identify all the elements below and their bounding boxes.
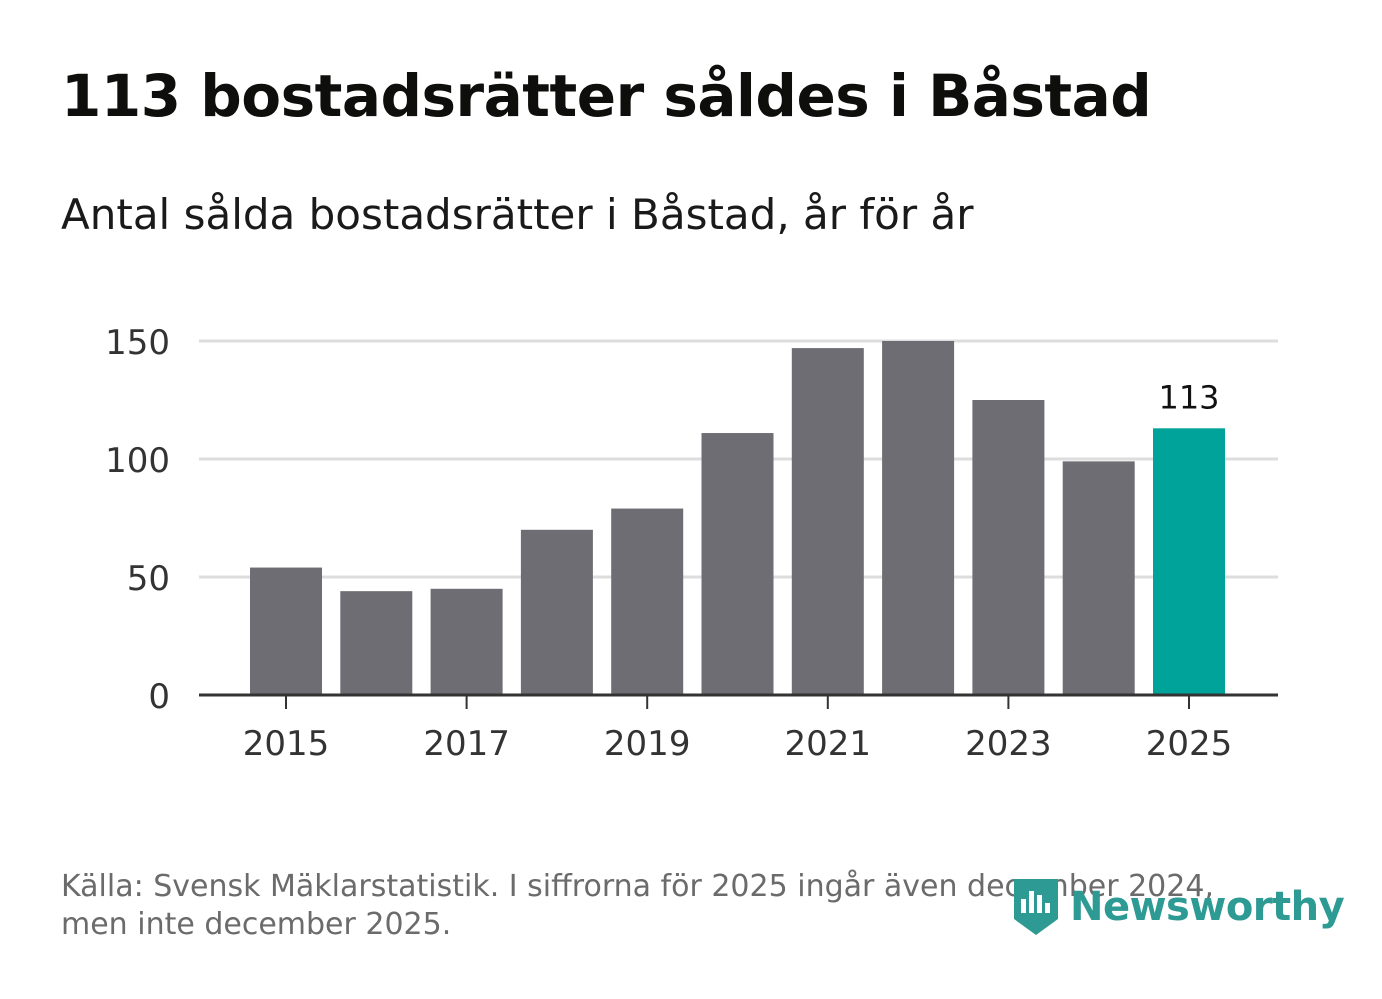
data-label: 113: [1158, 378, 1219, 416]
bar-2018: [520, 529, 593, 695]
bar-2020: [701, 433, 774, 695]
bar-2021: [791, 348, 864, 695]
chart-title: 113 bostadsrätter såldes i Båstad: [61, 62, 1152, 130]
bar-2024: [1062, 461, 1135, 695]
y-tick-label: 0: [148, 677, 170, 717]
newsworthy-logo-icon: [1014, 879, 1058, 935]
x-tick-label: 2017: [423, 724, 510, 764]
bar-2025: [1153, 428, 1225, 695]
bar-2015: [250, 567, 322, 695]
chart-subtitle: Antal sålda bostadsrätter i Båstad, år f…: [61, 190, 974, 239]
bar-2019: [611, 508, 684, 695]
y-tick-label: 100: [105, 441, 170, 481]
newsworthy-logo: Newsworthy: [1010, 877, 1345, 937]
x-tick-label: 2025: [1146, 724, 1233, 764]
bar-2023: [972, 400, 1045, 695]
bar-2017: [430, 588, 503, 695]
source-line-2: men inte december 2025.: [61, 907, 452, 942]
y-tick-label: 150: [105, 323, 170, 363]
x-tick-label: 2021: [785, 724, 872, 764]
bar-2022: [882, 341, 955, 695]
x-tick-label: 2023: [965, 724, 1052, 764]
y-tick-label: 50: [127, 559, 170, 599]
newsworthy-logo-text: Newsworthy: [1070, 884, 1345, 930]
x-tick-label: 2015: [243, 724, 330, 764]
bar-2016: [340, 591, 413, 695]
x-tick-label: 2019: [604, 724, 691, 764]
